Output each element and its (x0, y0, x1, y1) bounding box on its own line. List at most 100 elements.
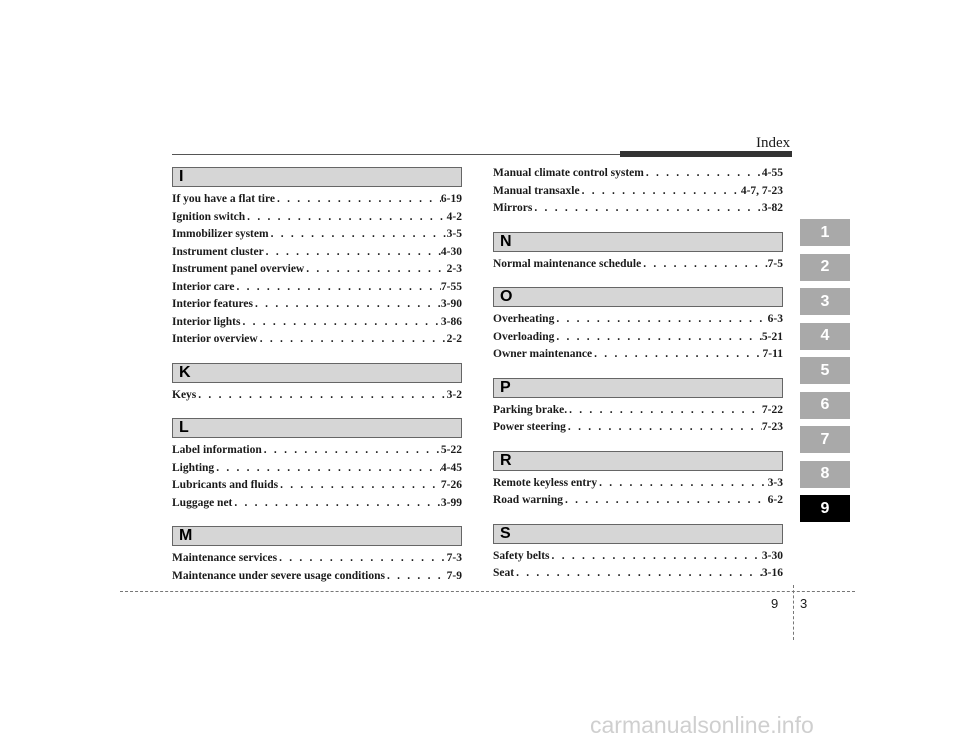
header-bar (620, 151, 792, 157)
entry-name: Seat (493, 567, 515, 579)
dot-leader (514, 567, 762, 579)
dot-leader (264, 246, 441, 258)
entry-name: Normal maintenance schedule (493, 257, 642, 270)
entry-page: 3-82 (761, 202, 783, 214)
entry-name: Road warning (493, 494, 563, 506)
section-header: N (493, 231, 783, 252)
footer-divider (793, 585, 794, 640)
section-header: S (493, 523, 783, 544)
index-entry: Instrument cluster 4-30 (172, 246, 462, 264)
index-entry: Interior features 3-90 (172, 298, 462, 316)
entry-page: 3-99 (440, 496, 462, 509)
entry-page: 4-7, 7-23 (740, 184, 783, 197)
entry-name: Lubricants and fluids (172, 479, 279, 491)
index-section: K Keys 3-2 (172, 362, 462, 407)
entry-name: Maintenance under severe usage condition… (172, 569, 385, 582)
section-letter: P (500, 378, 511, 396)
index-section: L Label information 5-22 Lighting 4-45 Lubric… (172, 418, 462, 514)
chapter-tab-7[interactable]: 7 (800, 426, 850, 453)
index-entry: Lubricants and fluids 7-26 (172, 479, 462, 497)
dot-leader (385, 570, 447, 582)
dot-leader (253, 298, 441, 310)
index-entry: Safety belts 3-30 (493, 550, 783, 568)
index-entry: Luggage net 3-99 (172, 497, 462, 515)
chapter-tab-3[interactable]: 3 (800, 288, 850, 315)
dot-leader (567, 404, 762, 416)
section-letter: L (179, 419, 189, 436)
index-entry: Label information 5-22 (172, 444, 462, 462)
index-entry: Road warning 6-2 (493, 494, 783, 512)
entry-name: Interior care (172, 280, 235, 293)
index-entry: Owner maintenance 7-11 (493, 348, 783, 366)
section-letter: I (179, 168, 184, 185)
section-letter: R (500, 451, 512, 469)
chapter-tab-9[interactable]: 9 (800, 495, 850, 522)
entry-name: Overheating (493, 313, 555, 325)
dot-leader (258, 333, 447, 345)
dot-leader (592, 348, 762, 360)
dot-leader (597, 477, 768, 489)
entry-name: Mirrors (493, 202, 533, 214)
section-header: P (493, 377, 783, 398)
entry-name: Interior overview (172, 333, 258, 345)
watermark: carmanualsonline.info (590, 712, 814, 738)
entry-name: Owner maintenance (493, 348, 593, 360)
entry-page: 3-2 (446, 388, 462, 401)
entry-name: Overloading (493, 330, 555, 343)
index-left-column: I If you have a flat tire 6-19 Ignition swi… (172, 167, 462, 587)
entry-page: 6-3 (767, 313, 783, 325)
section-letter: N (500, 232, 512, 250)
index-entry: Interior overview 2-2 (172, 333, 462, 351)
entry-name: Label information (172, 444, 262, 456)
entry-page: 2-2 (446, 333, 462, 345)
chapter-tab-1[interactable]: 1 (800, 219, 850, 246)
entry-page: 3-5 (446, 228, 462, 240)
section-header: K (172, 362, 462, 383)
entry-name: If you have a flat tire (172, 193, 275, 205)
index-entry: Remote keyless entry 3-3 (493, 477, 783, 495)
entry-name: Keys (172, 388, 197, 401)
entry-name: Power steering (493, 421, 566, 433)
index-entry: Instrument panel overview 2-3 (172, 263, 462, 281)
entry-page: 4-45 (440, 461, 462, 474)
index-entry: Manual transaxle 4-7, 7-23 (493, 185, 783, 203)
entry-name: Immobilizer system (172, 228, 269, 240)
entry-name: Safety belts (493, 549, 550, 562)
section-letter: O (500, 288, 513, 305)
index-entry: Mirrors 3-82 (493, 202, 783, 220)
index-entry: Maintenance under severe usage condition… (172, 570, 462, 588)
chapter-tab-6[interactable]: 6 (800, 391, 850, 419)
section-header: M (172, 526, 462, 546)
entry-page: 7-9 (446, 569, 462, 582)
dot-leader (304, 263, 446, 275)
dot-leader (550, 550, 762, 562)
entry-name: Remote keyless entry (493, 476, 598, 489)
entry-name: Manual transaxle (493, 184, 580, 197)
chapter-tab-5[interactable]: 5 (800, 357, 850, 384)
chapter-tab-2[interactable]: 2 (800, 253, 850, 281)
entry-name: Ignition switch (172, 210, 246, 223)
index-section: P Parking brake. 7-22 Power steering 7-23 (493, 377, 783, 439)
dot-leader (234, 281, 440, 293)
entry-page: 2-3 (446, 263, 462, 275)
dot-leader (554, 331, 762, 343)
dot-leader (580, 185, 741, 197)
entry-page: 6-2 (767, 494, 783, 506)
section-header: O (493, 287, 783, 307)
index-entry: Ignition switch 4-2 (172, 211, 462, 229)
entry-name: Instrument cluster (172, 245, 264, 258)
index-section: N Normal maintenance schedule 7-5 (493, 231, 783, 276)
entry-name: Manual climate control system (493, 167, 644, 179)
index-entry: Overloading 5-21 (493, 331, 783, 349)
index-entry: Seat 3-16 (493, 567, 783, 585)
dot-leader (554, 313, 767, 325)
dot-leader (644, 167, 762, 179)
entry-page: 7-11 (762, 348, 783, 360)
index-right-column: Manual climate control system4-55Manual … (493, 167, 783, 585)
entry-name: Lighting (172, 461, 215, 474)
chapter-tab-4[interactable]: 4 (800, 322, 850, 350)
entry-page: 3-3 (767, 476, 783, 489)
index-entry: Interior care 7-55 (172, 281, 462, 299)
index-entry: Manual climate control system 4-55 (493, 167, 783, 185)
chapter-tab-8[interactable]: 8 (800, 460, 850, 488)
